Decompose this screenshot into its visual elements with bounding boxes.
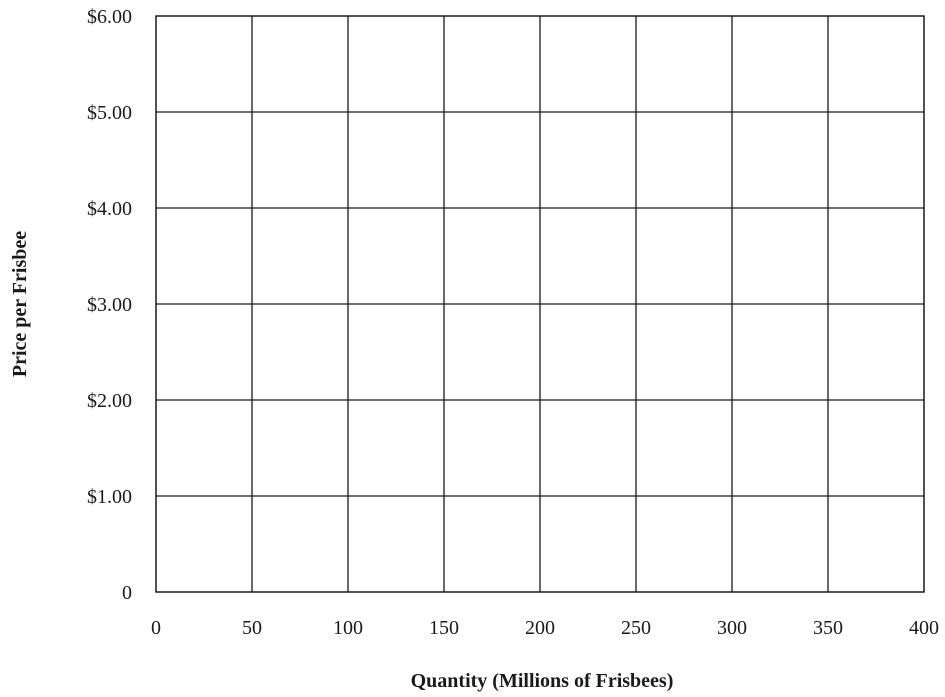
y-tick-label-$2.00: $2.00: [87, 390, 132, 412]
y-axis-title: Price per Frisbee: [9, 231, 31, 377]
x-tick-label-50: 50: [242, 617, 262, 639]
x-tick-label-400: 400: [909, 617, 939, 639]
y-tick-label-$6.00: $6.00: [87, 6, 132, 28]
x-axis-title: Quantity (Millions of Frisbees): [411, 670, 674, 692]
x-tick-label-300: 300: [717, 617, 747, 639]
x-tick-label-0: 0: [151, 617, 161, 639]
x-tick-label-350: 350: [813, 617, 843, 639]
y-tick-label-0: 0: [122, 582, 132, 604]
x-tick-labels: 0 50 100 150 200 250 300 350 400: [151, 617, 939, 639]
grid: [156, 16, 924, 592]
y-tick-label-$1.00: $1.00: [87, 486, 132, 508]
x-tick-label-200: 200: [525, 617, 555, 639]
y-tick-label-$5.00: $5.00: [87, 102, 132, 124]
y-tick-label-$3.00: $3.00: [87, 294, 132, 316]
y-tick-labels: 0 $1.00 $2.00 $3.00 $4.00 $5.00 $6.00: [87, 6, 132, 604]
plot-frame: [155, 15, 925, 593]
y-tick-label-$4.00: $4.00: [87, 198, 132, 220]
x-tick-label-250: 250: [621, 617, 651, 639]
x-tick-label-150: 150: [429, 617, 459, 639]
x-tick-label-100: 100: [333, 617, 363, 639]
plot-border: [155, 15, 925, 593]
